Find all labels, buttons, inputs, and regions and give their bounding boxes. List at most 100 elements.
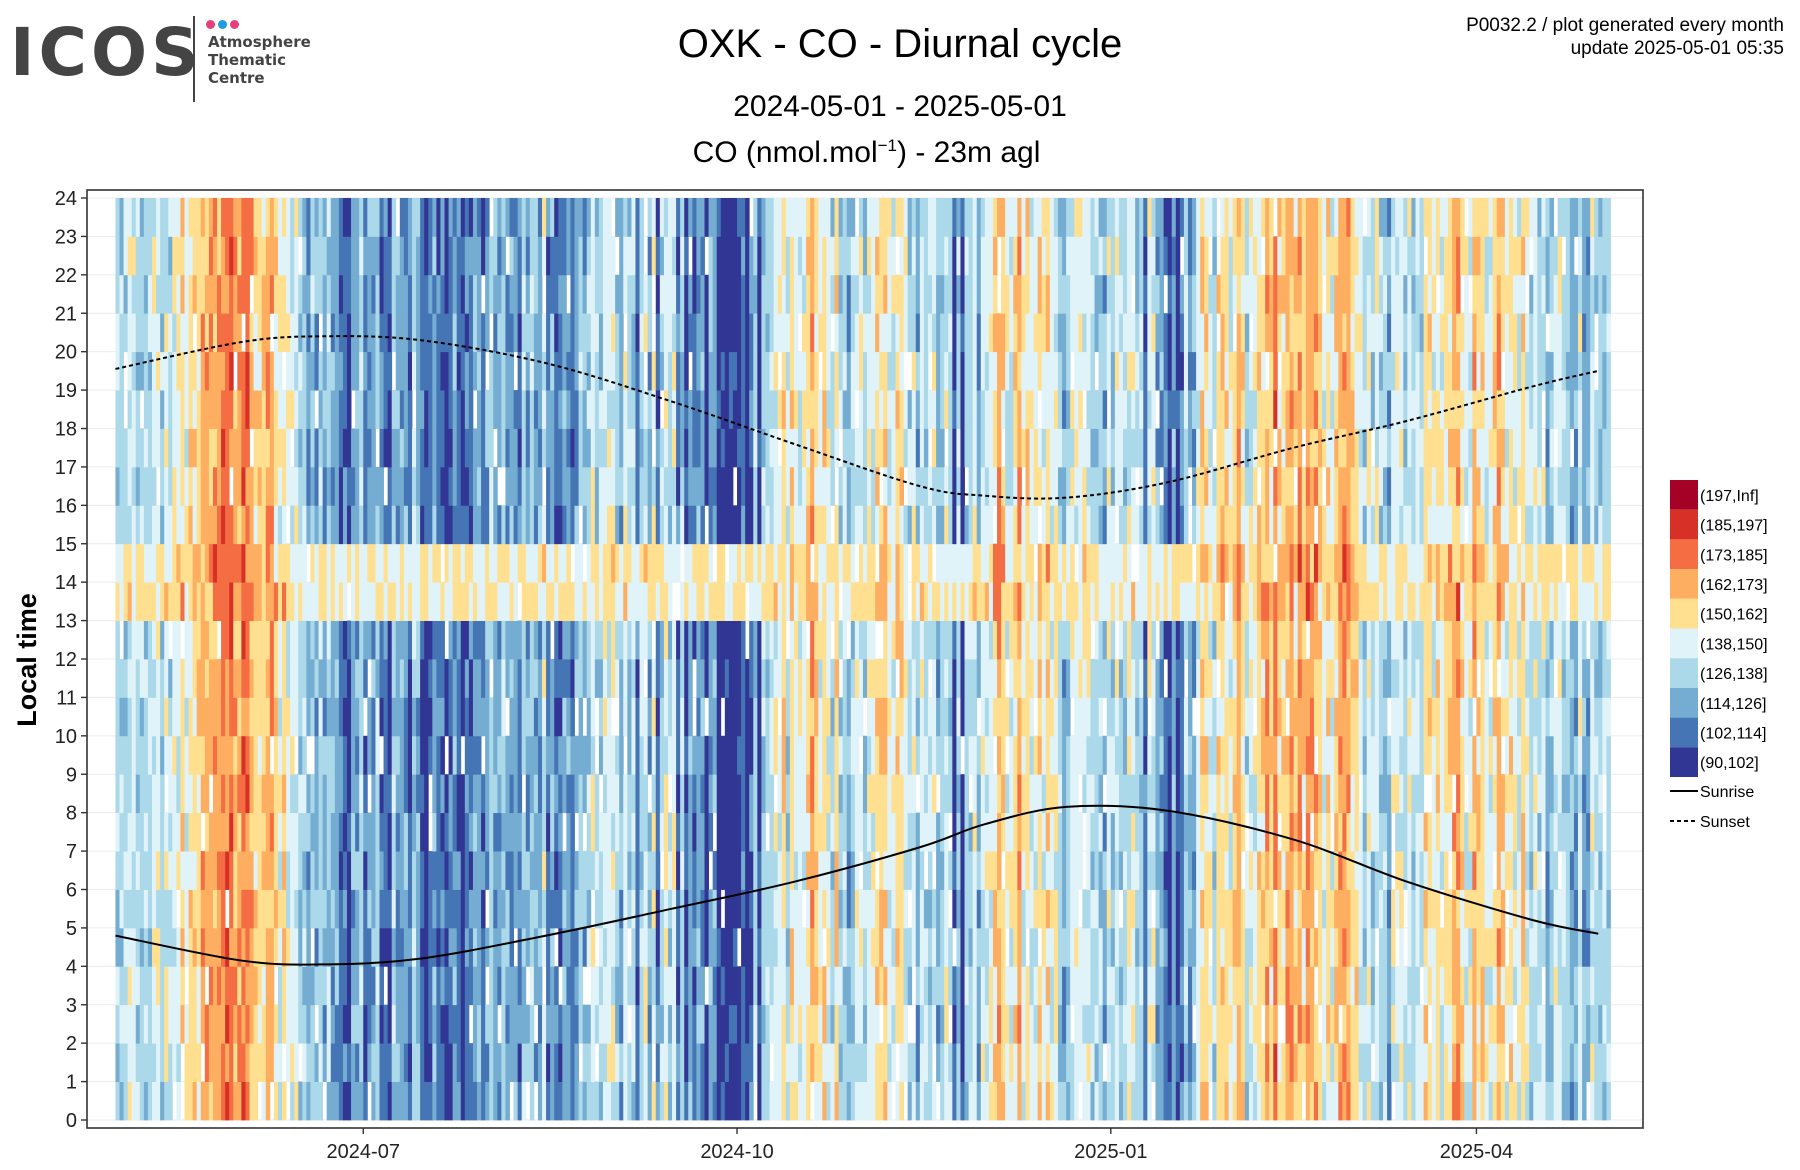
heat-cell — [741, 1043, 746, 1082]
heat-cell — [375, 1081, 380, 1121]
heat-cell — [265, 543, 271, 583]
heat-cell — [546, 927, 551, 967]
heat-cell — [749, 543, 754, 583]
heat-cell — [355, 274, 360, 314]
heat-cell — [875, 1043, 880, 1082]
heat-cell — [196, 659, 202, 698]
heat-cell — [472, 889, 478, 929]
heat-cell — [578, 198, 584, 237]
heat-cell — [728, 927, 734, 967]
heat-cell — [509, 774, 514, 814]
heat-cell — [286, 236, 291, 276]
heat-cell — [566, 620, 571, 660]
heat-cell — [440, 697, 445, 737]
heat-cell — [582, 236, 588, 276]
plot-metadata: P0032.2 / plot generated every month upd… — [1466, 14, 1784, 60]
heat-cell — [355, 1043, 360, 1082]
heat-cell — [432, 198, 437, 237]
heat-cell — [196, 1004, 202, 1044]
heat-cell — [529, 274, 535, 314]
heat-cell — [416, 274, 421, 314]
heat-cell — [667, 927, 673, 967]
heat-cell — [241, 543, 246, 583]
heat-cell — [724, 889, 730, 929]
heat-cell — [948, 390, 953, 429]
heat-cell — [582, 390, 588, 429]
heat-cell — [871, 620, 876, 660]
heat-cell — [822, 505, 827, 545]
heat-cell — [403, 889, 409, 929]
heat-cell — [440, 582, 445, 621]
heat-cell — [976, 735, 982, 775]
heat-cell — [416, 351, 421, 391]
heat-cell — [793, 1081, 799, 1121]
heat-cell — [306, 927, 311, 967]
heat-cell — [468, 390, 474, 429]
heat-cell — [306, 274, 311, 314]
heat-cell — [810, 428, 815, 468]
heat-cell — [115, 812, 120, 852]
heat-cell — [257, 659, 263, 698]
heat-cell — [363, 1081, 368, 1121]
heat-cell — [387, 236, 393, 276]
heat-cell — [399, 313, 405, 353]
heat-cell — [984, 620, 990, 660]
heat-cell — [765, 313, 770, 353]
heat-cell — [903, 428, 909, 468]
heat-cell — [407, 390, 413, 429]
heat-cell — [485, 659, 490, 698]
heat-cell — [590, 313, 596, 353]
heat-cell — [911, 543, 917, 583]
heat-cell — [123, 659, 129, 698]
heat-cell — [489, 351, 494, 391]
heat-cell — [834, 620, 839, 660]
heat-cell — [623, 812, 628, 852]
heat-cell — [440, 659, 445, 698]
heat-cell — [749, 812, 754, 852]
heat-cell — [391, 1081, 397, 1121]
heat-cell — [261, 466, 267, 506]
heat-cell — [525, 927, 531, 967]
heat-cell — [257, 313, 263, 353]
heat-cell — [537, 390, 543, 429]
heat-cell — [542, 774, 547, 814]
heat-cell — [529, 1004, 535, 1044]
heat-cell — [472, 582, 478, 621]
heat-cell — [684, 735, 689, 775]
heat-cell — [720, 620, 726, 660]
heat-cell — [724, 428, 730, 468]
heat-cell — [403, 927, 409, 967]
heat-cell — [854, 697, 860, 737]
heat-cell — [903, 313, 909, 353]
heat-cell — [452, 774, 458, 814]
heat-cell — [509, 620, 514, 660]
heat-cell — [359, 390, 364, 429]
heat-cell — [672, 466, 677, 506]
heat-cell — [724, 313, 730, 353]
heat-cell — [119, 1043, 124, 1082]
heat-cell — [436, 198, 441, 237]
heat-cell — [899, 620, 904, 660]
heat-cell — [485, 428, 490, 468]
heat-cell — [269, 390, 275, 429]
heat-cell — [554, 812, 559, 852]
heat-cell — [180, 198, 185, 237]
heat-cell — [903, 390, 909, 429]
heat-cell — [322, 466, 328, 506]
heat-cell — [558, 1043, 563, 1082]
heat-cell — [871, 774, 876, 814]
heat-cell — [846, 774, 852, 814]
heat-cell — [160, 927, 165, 967]
heat-cell — [294, 927, 299, 967]
heat-cell — [452, 236, 458, 276]
heat-cell — [830, 966, 835, 1006]
heat-cell — [245, 390, 250, 429]
heat-cell — [720, 351, 726, 391]
heat-cell — [359, 1043, 364, 1082]
heat-cell — [777, 466, 783, 506]
heat-cell — [477, 428, 482, 468]
heat-cell — [294, 851, 299, 890]
heat-cell — [903, 1043, 909, 1082]
heat-cell — [737, 351, 742, 391]
heat-cell — [887, 505, 892, 545]
